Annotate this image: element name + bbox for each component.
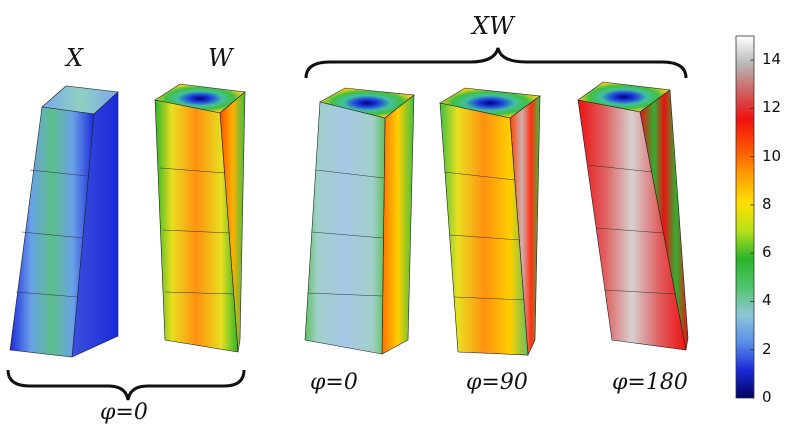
- brace-top: [304, 47, 688, 79]
- colorbar-tick-label: 4: [762, 291, 772, 310]
- colorbar-tick-label: 6: [762, 243, 772, 262]
- label-phi0: φ=0: [310, 370, 358, 395]
- label-x: X: [66, 44, 84, 72]
- label-phi90: φ=90: [466, 370, 528, 395]
- colorbar: [735, 35, 755, 399]
- label-xw: XW: [472, 12, 514, 40]
- column-x: [9, 85, 119, 358]
- label-w: W: [208, 44, 233, 72]
- column-w: [154, 83, 246, 353]
- colorbar-ticks: [750, 59, 754, 399]
- colorbar-tick-label: 0: [762, 388, 772, 406]
- colorbar-tick-label: 10: [762, 146, 782, 165]
- column-xw-phi0: [304, 87, 415, 355]
- colorbar-tick-label: 8: [762, 194, 772, 213]
- colorbar-tick-label: 12: [762, 98, 782, 117]
- column-xw-phi180: [577, 81, 689, 351]
- colorbar-fill: [735, 35, 755, 399]
- brace-bottom: [6, 369, 246, 401]
- label-phi0-left: φ=0: [100, 400, 148, 425]
- colorbar-tick-label: 2: [762, 339, 772, 358]
- label-phi180: φ=180: [612, 370, 688, 395]
- colorbar-tick-label: 14: [762, 50, 782, 69]
- column-xw-phi90: [439, 87, 541, 357]
